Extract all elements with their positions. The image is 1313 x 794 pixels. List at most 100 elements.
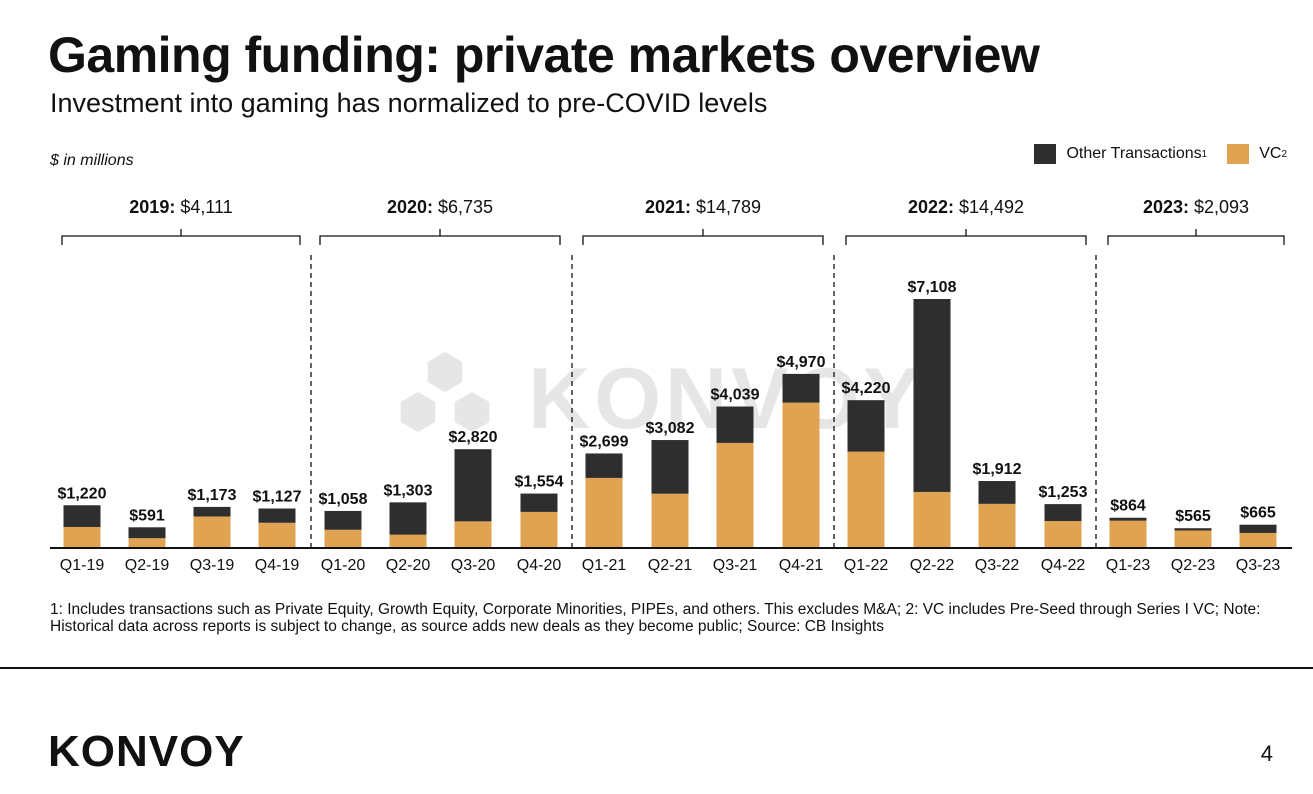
year-label-year-3: 2022:	[908, 197, 959, 217]
funding-chart: KONVOY$1,220Q1-19$591Q2-19$1,173Q3-19$1,…	[50, 197, 1292, 574]
bar-other-Q2-19	[128, 527, 166, 539]
year-label-1: 2020: $6,735	[387, 197, 493, 217]
bar-other-Q3-22	[978, 481, 1016, 504]
tick-label-Q3-21: Q3-21	[713, 557, 758, 574]
data-label-Q3-19: $1,173	[188, 487, 237, 504]
tick-label-Q1-19: Q1-19	[60, 557, 105, 574]
data-label-Q2-21: $3,082	[646, 420, 695, 437]
bar-vc-Q2-21	[651, 493, 689, 548]
tick-label-Q3-20: Q3-20	[451, 557, 496, 574]
bar-vc-Q1-20	[324, 529, 362, 548]
bar-vc-Q2-20	[389, 534, 427, 548]
chart-legend: Other Transactions 1 VC 2	[1014, 144, 1287, 164]
tick-label-Q3-23: Q3-23	[1236, 557, 1281, 574]
bar-vc-Q3-20	[454, 521, 492, 548]
tick-label-Q2-20: Q2-20	[386, 557, 431, 574]
bar-vc-Q1-21	[585, 477, 623, 548]
tick-label-Q2-21: Q2-21	[648, 557, 693, 574]
tick-label-Q1-23: Q1-23	[1106, 557, 1151, 574]
year-label-3: 2022: $14,492	[908, 197, 1024, 217]
bar-other-Q3-21	[716, 406, 754, 443]
bar-other-Q3-20	[454, 449, 492, 522]
data-label-Q2-22: $7,108	[908, 279, 957, 296]
bar-vc-Q2-23	[1174, 530, 1212, 548]
bar-vc-Q2-22	[913, 491, 951, 548]
tick-label-Q3-19: Q3-19	[190, 557, 235, 574]
year-label-total-2: $14,789	[696, 197, 761, 217]
tick-label-Q4-20: Q4-20	[517, 557, 562, 574]
year-label-year-4: 2023:	[1143, 197, 1194, 217]
watermark-hex-0	[427, 352, 463, 392]
tick-label-Q1-21: Q1-21	[582, 557, 627, 574]
bar-other-Q4-21	[782, 373, 820, 403]
bar-vc-Q3-19	[193, 516, 231, 548]
bar-vc-Q2-19	[128, 538, 166, 548]
legend-sup-vc: 2	[1281, 148, 1287, 160]
bar-vc-Q4-22	[1044, 521, 1082, 548]
footer-divider	[0, 667, 1313, 669]
bar-vc-Q4-19	[258, 522, 296, 548]
data-label-Q1-20: $1,058	[319, 491, 368, 508]
data-label-Q3-20: $2,820	[449, 429, 498, 446]
tick-label-Q4-19: Q4-19	[255, 557, 300, 574]
bar-vc-Q3-21	[716, 442, 754, 548]
legend-sup-other: 1	[1201, 148, 1208, 160]
year-bracket-1	[319, 229, 561, 245]
bar-other-Q4-19	[258, 508, 296, 523]
legend-swatch-vc	[1227, 144, 1250, 164]
legend-label-vc: VC	[1259, 145, 1282, 162]
page-subtitle: Investment into gaming has normalized to…	[50, 88, 768, 118]
legend-item-other: Other Transactions 1	[1034, 144, 1207, 164]
tick-label-Q2-19: Q2-19	[125, 557, 170, 574]
bar-other-Q1-20	[324, 510, 362, 530]
year-bracket-2	[582, 229, 824, 245]
year-label-year-0: 2019:	[129, 197, 180, 217]
bar-other-Q1-23	[1109, 517, 1147, 521]
bar-vc-Q3-22	[978, 503, 1016, 548]
data-label-Q3-21: $4,039	[711, 387, 760, 404]
watermark-hex-1	[400, 392, 436, 432]
tick-label-Q1-20: Q1-20	[321, 557, 366, 574]
bar-other-Q2-21	[651, 440, 689, 494]
units-note: $ in millions	[50, 152, 134, 169]
data-label-Q1-22: $4,220	[842, 380, 891, 397]
bar-other-Q3-23	[1239, 524, 1277, 533]
bar-other-Q4-20	[520, 493, 558, 512]
watermark-logo	[400, 352, 490, 432]
year-label-0: 2019: $4,111	[129, 197, 232, 217]
tick-label-Q4-22: Q4-22	[1041, 557, 1086, 574]
tick-label-Q2-22: Q2-22	[910, 557, 955, 574]
data-label-Q2-19: $591	[129, 507, 165, 524]
page-number: 4	[1260, 741, 1273, 766]
data-label-Q3-22: $1,912	[973, 461, 1022, 478]
bar-other-Q2-22	[913, 299, 951, 492]
tick-label-Q1-22: Q1-22	[844, 557, 889, 574]
data-label-Q4-21: $4,970	[777, 354, 826, 371]
year-label-year-2: 2021:	[645, 197, 696, 217]
data-label-Q1-23: $864	[1110, 498, 1146, 515]
data-label-Q3-23: $665	[1240, 505, 1276, 522]
year-label-total-4: $2,093	[1194, 197, 1249, 217]
year-label-total-3: $14,492	[959, 197, 1024, 217]
legend-swatch-other	[1034, 144, 1057, 164]
watermark-hex-2	[454, 392, 490, 432]
bar-other-Q1-19	[63, 505, 101, 527]
year-label-2: 2021: $14,789	[645, 197, 761, 217]
konvoy-logo: KONVOY	[48, 727, 245, 776]
bar-vc-Q1-19	[63, 526, 101, 548]
bar-other-Q3-19	[193, 506, 231, 517]
data-label-Q2-23: $565	[1175, 508, 1211, 525]
bar-vc-Q4-21	[782, 402, 820, 548]
bar-other-Q1-21	[585, 453, 623, 478]
year-label-total-1: $6,735	[438, 197, 493, 217]
data-label-Q4-20: $1,554	[515, 474, 564, 491]
legend-item-vc: VC 2	[1227, 144, 1287, 164]
bar-vc-Q1-22	[847, 451, 885, 548]
data-label-Q4-19: $1,127	[253, 489, 302, 506]
legend-label-other: Other Transactions	[1066, 145, 1202, 162]
year-bracket-3	[845, 229, 1087, 245]
bar-other-Q2-20	[389, 502, 427, 535]
data-label-Q2-20: $1,303	[384, 482, 433, 499]
year-label-4: 2023: $2,093	[1143, 197, 1249, 217]
page-title: Gaming funding: private markets overview	[48, 27, 1040, 83]
